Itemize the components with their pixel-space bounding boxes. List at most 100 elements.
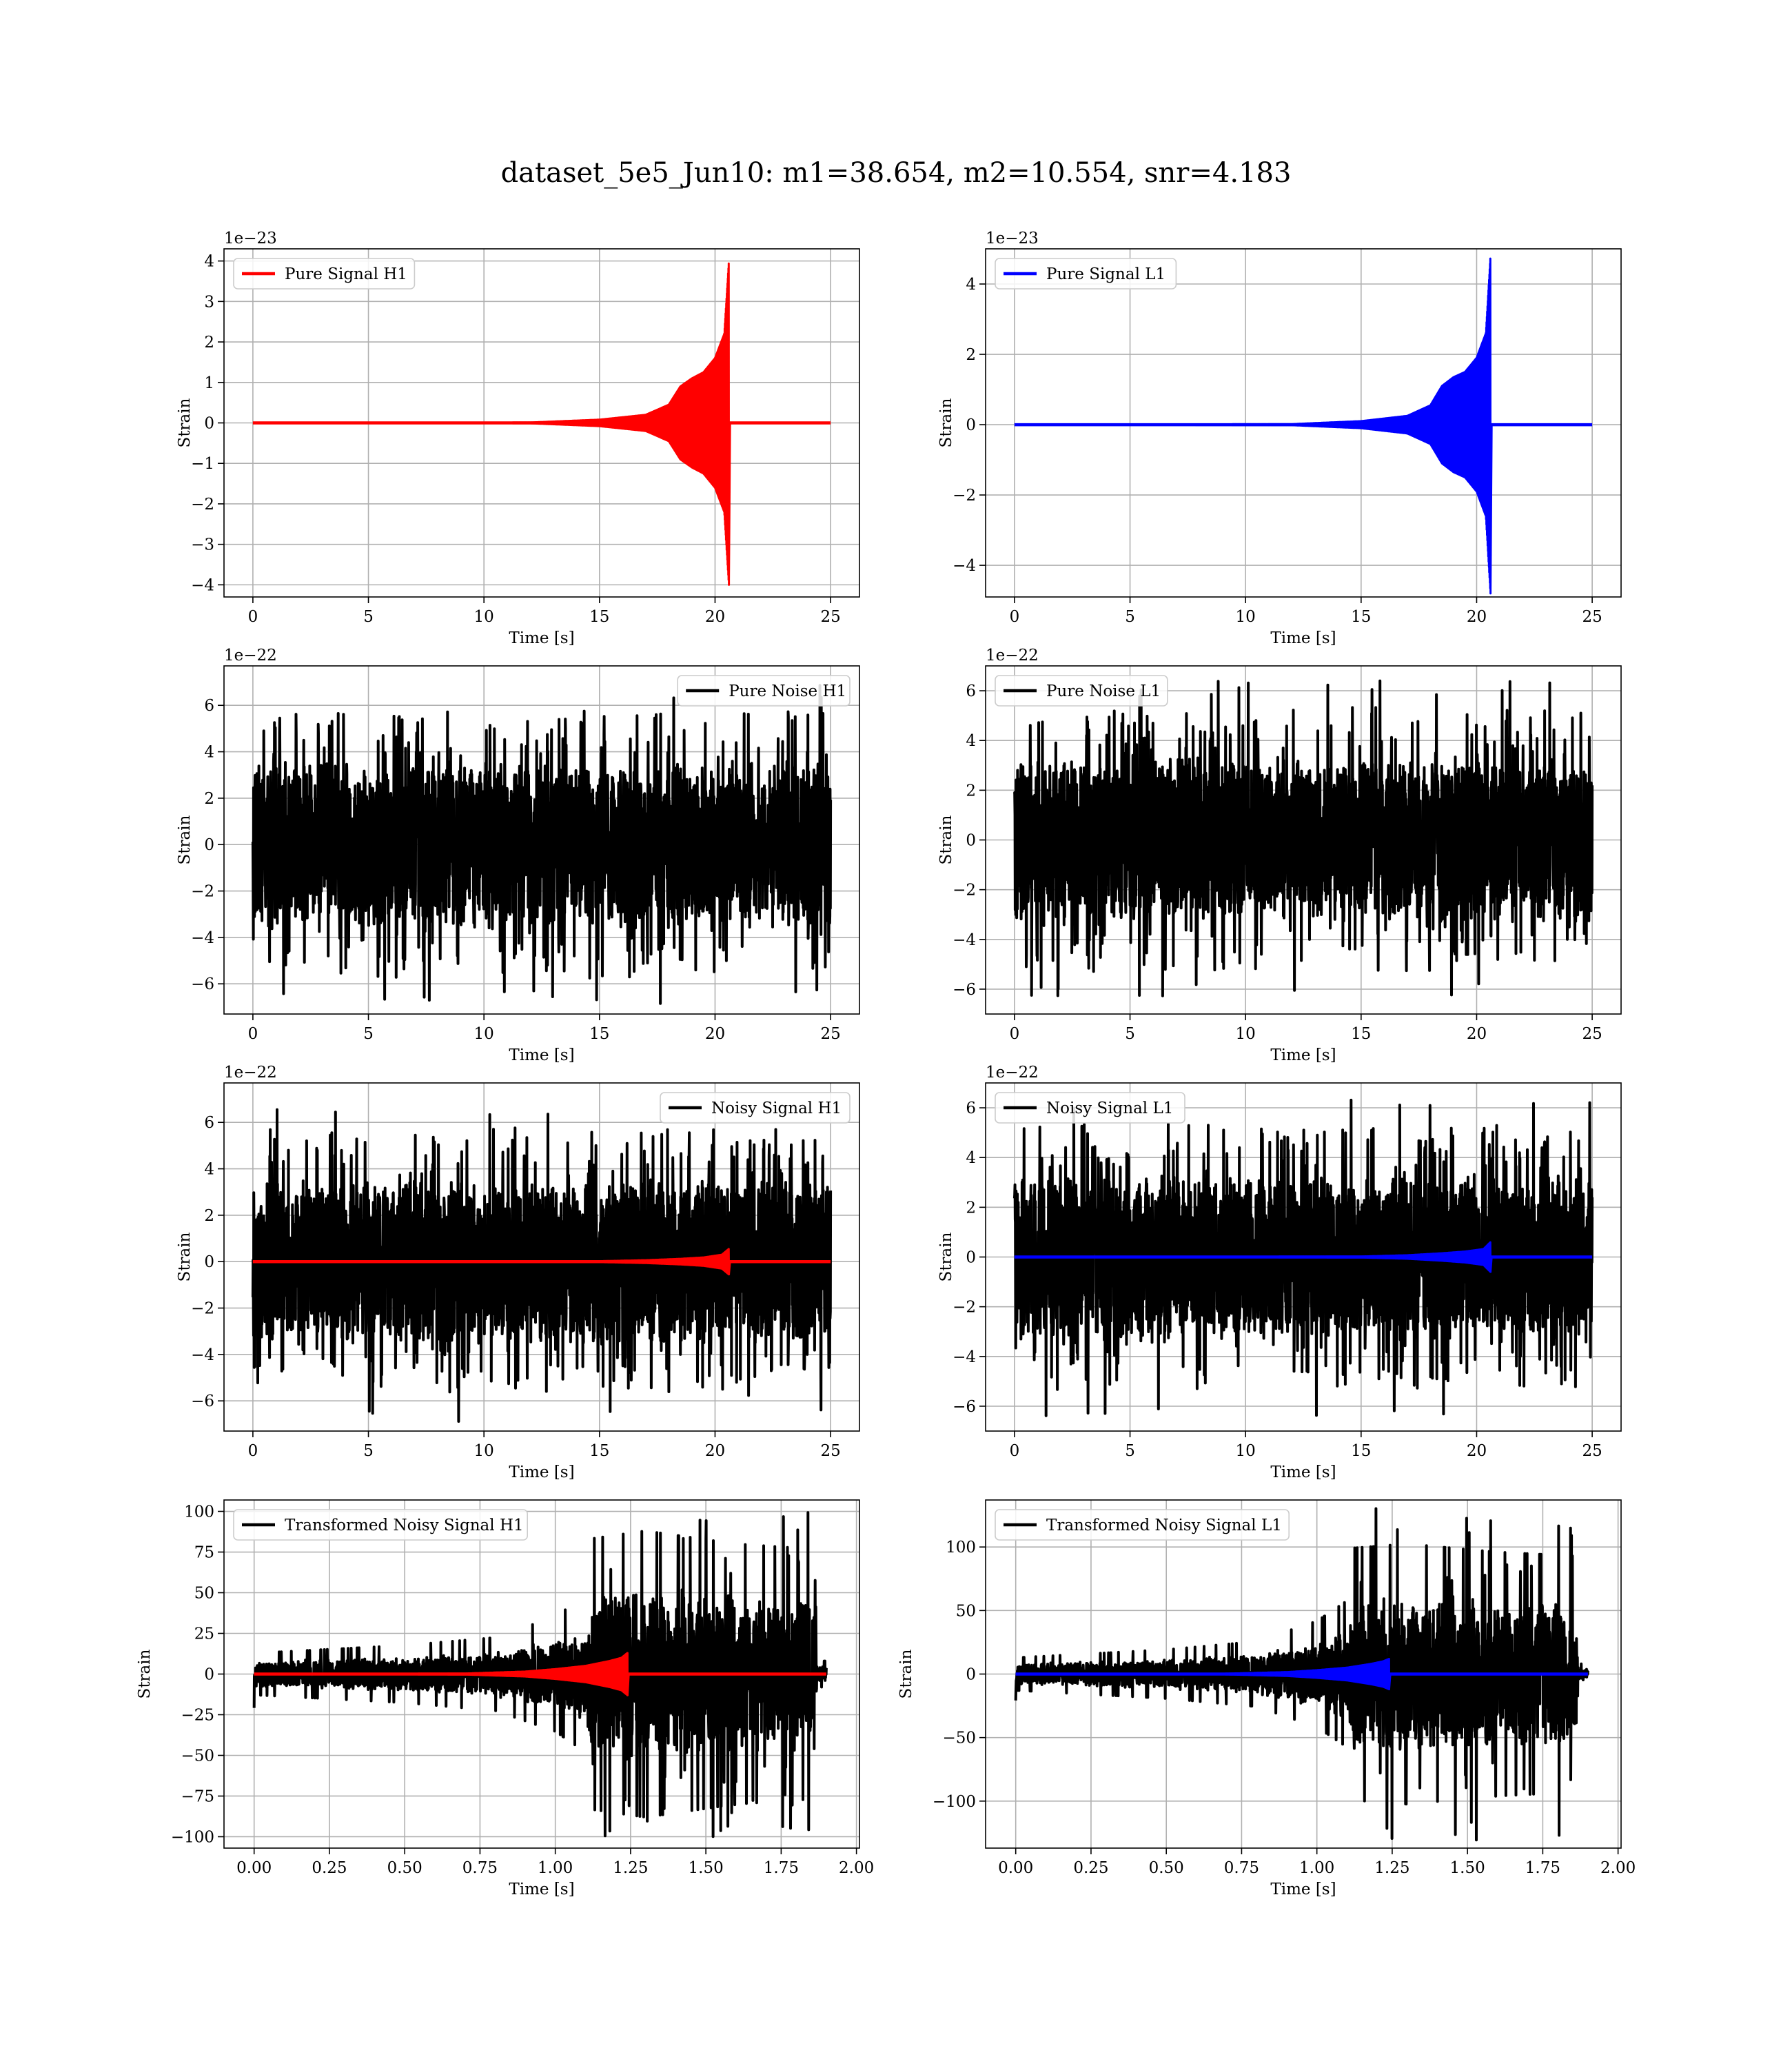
pure-signal-l1-panel: 0 5 10 15 20 25 −4 −2 0 2 4 Time [s] Strain 1e−23 Pure… — [937, 230, 1622, 647]
x-tick-label: 15 — [589, 1442, 609, 1460]
series-line-chirp — [1015, 1658, 1392, 1691]
x-tick-label: 5 — [1125, 608, 1135, 626]
x-tick-label: 0 — [248, 1025, 258, 1043]
y-tick-label: 0 — [204, 1253, 214, 1271]
y-axis-label: Strain — [176, 815, 194, 864]
legend-box — [995, 1509, 1290, 1541]
legend: Pure Signal H1 — [233, 258, 416, 290]
x-tick-label: 0 — [248, 1442, 258, 1460]
y-tick-label: 2 — [966, 1199, 976, 1217]
x-tick-label: 15 — [1351, 1442, 1371, 1460]
x-tick-label: 5 — [363, 608, 374, 626]
y-axis-label: Strain — [937, 1232, 955, 1281]
y-tick-label: 3 — [204, 293, 214, 311]
y-axis-label: Strain — [937, 398, 955, 447]
y-tick-label: −4 — [953, 1348, 976, 1366]
y-tick-label: −6 — [191, 975, 214, 993]
series-line-noisy-signal-l1 — [1012, 1098, 1594, 1417]
y-tick-label: 0 — [966, 416, 976, 434]
y-tick-label: −2 — [953, 487, 976, 505]
legend-entry: Noisy Signal H1 — [711, 1099, 842, 1117]
series-line-chirp — [252, 1248, 731, 1276]
noisy-signal-h1-panel: 0 5 10 15 20 25 −6 −4 −2 0 2 4 6 Time [s] Strain 1e−22 N… — [176, 1064, 860, 1481]
x-tick-label: 25 — [820, 608, 840, 626]
offset-text: 1e−22 — [224, 1064, 277, 1082]
x-axis-label: Time [s] — [509, 1881, 574, 1898]
x-axis-label: Time [s] — [1270, 1463, 1336, 1481]
offset-text: 1e−22 — [986, 647, 1039, 665]
y-tick-label: −2 — [191, 1300, 214, 1318]
x-tick-label: 1.00 — [1299, 1859, 1334, 1877]
pure-noise-l1-panel: 0 5 10 15 20 25 −6 −4 −2 0 2 4 6 Time [s] Strain 1e−22 P… — [937, 647, 1622, 1064]
x-tick-label: 1.75 — [1525, 1859, 1560, 1877]
x-tick-label: 1.00 — [538, 1859, 573, 1877]
legend: Noisy Signal L1 — [995, 1092, 1185, 1124]
x-tick-label: 20 — [1467, 1442, 1487, 1460]
x-tick-label: 0.50 — [387, 1859, 422, 1877]
axes-frame — [223, 665, 860, 1015]
x-tick-label: 15 — [1351, 608, 1371, 626]
y-tick-label: −75 — [181, 1787, 214, 1805]
y-tick-label: 4 — [966, 732, 976, 750]
x-tick-label: 25 — [1582, 1442, 1602, 1460]
x-tick-label: 10 — [474, 1025, 494, 1043]
y-axis-label: Strain — [176, 1232, 194, 1281]
legend-box — [233, 258, 416, 290]
y-tick-label: −4 — [191, 929, 214, 947]
y-tick-label: 6 — [204, 1114, 214, 1132]
legend-entry: Pure Noise H1 — [729, 682, 846, 700]
y-tick-label: 2 — [204, 790, 214, 808]
series-line-pure-noise-h1 — [251, 684, 833, 1005]
series-line-chirp — [1013, 1241, 1493, 1273]
series-line-transformed-noisy-signal-l1 — [1014, 1507, 1589, 1842]
x-tick-label: 0.25 — [312, 1859, 347, 1877]
legend: Transformed Noisy Signal H1 — [233, 1509, 529, 1541]
x-axis-label: Time [s] — [509, 1463, 574, 1481]
x-tick-label: 0.75 — [1224, 1859, 1259, 1877]
offset-text: 1e−23 — [986, 230, 1039, 247]
x-tick-label: 15 — [589, 608, 609, 626]
noisy-signal-l1-panel: 0 5 10 15 20 25 −6 −4 −2 0 2 4 6 Time [s] Strain 1e−22 N… — [937, 1064, 1622, 1481]
series-line-pure-signal-l1 — [1013, 257, 1493, 595]
y-tick-label: 50 — [956, 1602, 976, 1620]
y-tick-label: −6 — [953, 981, 976, 999]
x-tick-label: 0 — [1010, 1442, 1020, 1460]
x-tick-label: 15 — [1351, 1025, 1371, 1043]
x-tick-label: 2.00 — [839, 1859, 874, 1877]
x-tick-label: 10 — [474, 1442, 494, 1460]
x-tick-label: 0.75 — [462, 1859, 498, 1877]
x-tick-label: 1.25 — [1374, 1859, 1409, 1877]
y-tick-label: 4 — [966, 1149, 976, 1167]
legend: Pure Noise L1 — [995, 675, 1168, 707]
y-tick-label: 4 — [966, 276, 976, 294]
x-tick-label: 0.00 — [236, 1859, 272, 1877]
y-axis-label: Strain — [937, 815, 955, 864]
legend-entry: Noisy Signal L1 — [1046, 1099, 1173, 1117]
axes-frame — [985, 248, 1622, 598]
y-tick-label: 0 — [204, 836, 214, 854]
x-tick-label: 0.25 — [1073, 1859, 1108, 1877]
y-tick-label: −2 — [953, 1299, 976, 1317]
legend-box — [677, 675, 851, 707]
legend-entry: Pure Signal H1 — [285, 265, 407, 283]
y-tick-label: −2 — [191, 496, 214, 514]
x-tick-label: 2.00 — [1600, 1859, 1636, 1877]
x-tick-label: 25 — [1582, 608, 1602, 626]
offset-text: 1e−23 — [224, 230, 277, 247]
x-tick-label: 10 — [1236, 1442, 1256, 1460]
x-tick-label: 25 — [820, 1442, 840, 1460]
y-tick-label: −4 — [191, 1346, 214, 1364]
series-line-pure-signal-h1 — [252, 262, 731, 586]
y-tick-label: 0 — [966, 1666, 976, 1684]
x-tick-label: 1.75 — [764, 1859, 799, 1877]
y-tick-label: −6 — [191, 1392, 214, 1410]
y-tick-label: −50 — [942, 1730, 976, 1747]
y-axis-label: Strain — [136, 1649, 154, 1699]
y-tick-label: 4 — [204, 744, 214, 762]
legend-entry: Pure Signal L1 — [1046, 265, 1165, 283]
x-tick-label: 20 — [1467, 1025, 1487, 1043]
x-tick-label: 20 — [705, 1442, 725, 1460]
y-tick-label: 4 — [204, 1161, 214, 1179]
x-tick-label: 5 — [1125, 1025, 1135, 1043]
